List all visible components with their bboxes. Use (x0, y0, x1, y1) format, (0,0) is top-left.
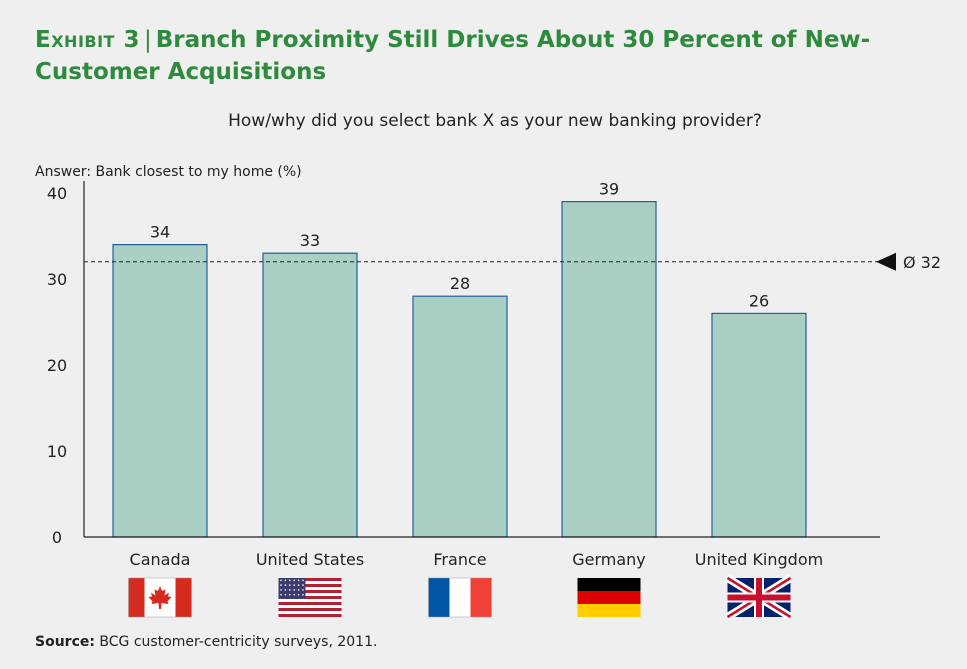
united-states-flag-icon (278, 578, 342, 617)
star-icon (280, 584, 282, 586)
star-icon (280, 593, 282, 596)
star-icon (284, 584, 287, 586)
flag-band (577, 591, 641, 604)
flag-stripe (278, 614, 342, 617)
star-icon (289, 579, 291, 582)
title-separator: | (143, 27, 152, 53)
bar-france (412, 295, 508, 538)
germany-flag-icon (577, 578, 641, 617)
exhibit-number: Exhibit 3 (35, 27, 140, 53)
bar-united-kingdom (711, 312, 807, 538)
star-icon (280, 598, 282, 601)
star-icon (289, 589, 291, 591)
canada-flag-icon (128, 577, 192, 618)
star-icon (293, 593, 295, 596)
flag-band (577, 578, 641, 591)
cross-red (727, 578, 791, 617)
bar-canada (112, 244, 208, 538)
flag-band (470, 578, 492, 617)
star-icon (289, 598, 291, 601)
flag-band (577, 604, 641, 617)
y-tick-label: 10 (47, 442, 67, 461)
source-text: BCG customer-centricity surveys, 2011. (99, 634, 378, 650)
exhibit-title: Exhibit 3 | Branch Proximity Still Drives … (35, 24, 935, 88)
title-text: Branch Proximity Still Drives About 30 P… (35, 27, 871, 85)
star-icon (293, 589, 295, 591)
bar-germany (561, 201, 657, 538)
average-label: Ø 32 (903, 253, 941, 272)
flag-stripe (278, 611, 342, 614)
x-tick-label: Canada (130, 550, 191, 569)
star-icon (297, 584, 300, 586)
flag-stripe (278, 602, 342, 605)
star-icon (297, 579, 300, 582)
x-tick-label: United Kingdom (695, 550, 823, 569)
bar-value-label: 34 (150, 223, 170, 242)
star-icon (284, 593, 287, 596)
source-label: Source: (35, 634, 95, 650)
star-icon (302, 589, 304, 591)
star-icon (297, 593, 300, 596)
flag-stripe (278, 587, 342, 590)
star-icon (280, 579, 282, 582)
average-marker-icon (876, 252, 896, 271)
flag-stripe (278, 590, 342, 593)
flag-stripe (278, 596, 342, 599)
flag-stripe (278, 593, 342, 596)
x-tick-label: United States (256, 550, 364, 569)
maple-leaf-icon (148, 586, 172, 609)
y-tick-label: 30 (47, 270, 67, 289)
flag-stripe (278, 578, 342, 581)
flag-band (128, 578, 145, 617)
flag-border (128, 577, 192, 618)
flag-stripe (278, 584, 342, 587)
flag-stripe (278, 599, 342, 602)
flag-band (175, 578, 192, 617)
bar-value-label: 33 (300, 231, 320, 250)
flag-stripe (278, 608, 342, 611)
y-tick-label: 20 (47, 356, 67, 375)
united-kingdom-flag-icon (725, 574, 793, 621)
flag-band (428, 578, 450, 617)
flag-band (449, 578, 471, 617)
star-icon (284, 589, 287, 591)
y-tick-label: 40 (47, 184, 67, 203)
star-icon (289, 593, 291, 596)
star-icon (293, 598, 295, 601)
bar-value-label: 39 (599, 180, 619, 199)
flag-border (428, 577, 492, 618)
star-icon (302, 593, 304, 596)
star-icon (293, 579, 295, 582)
bar-united-states (262, 252, 358, 538)
star-icon (293, 584, 295, 586)
y-axis-label: Answer: Bank closest to my home (%) (35, 164, 302, 180)
bar-value-label: 28 (450, 274, 470, 293)
star-icon (297, 589, 300, 591)
y-tick-label: 0 (52, 528, 62, 547)
star-icon (289, 584, 291, 586)
flag-stripe (278, 581, 342, 584)
france-flag-icon (428, 577, 492, 618)
star-icon (302, 598, 304, 601)
star-icon (284, 579, 287, 582)
flag-stripe (278, 605, 342, 608)
x-tick-label: Germany (572, 550, 646, 569)
x-tick-label: France (433, 550, 486, 569)
source-note: Source: BCG customer-centricity surveys,… (35, 634, 377, 650)
star-icon (302, 579, 304, 582)
star-icon (280, 589, 282, 591)
bar-value-label: 26 (749, 291, 769, 310)
chart-subtitle: How/why did you select bank X as your ne… (228, 111, 762, 131)
star-icon (297, 598, 300, 601)
flag-canton (278, 578, 306, 599)
star-icon (302, 584, 304, 586)
star-icon (284, 598, 287, 601)
